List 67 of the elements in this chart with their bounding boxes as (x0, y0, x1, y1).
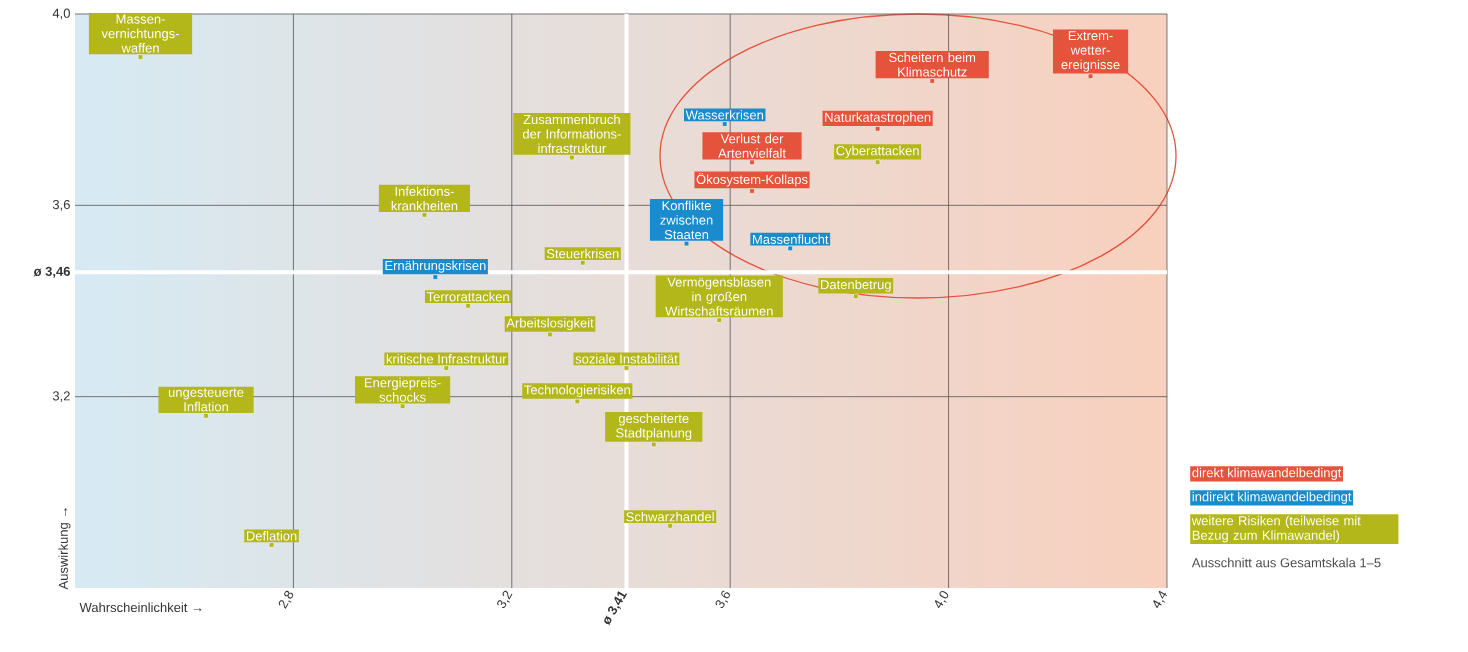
point (400, 403, 406, 409)
x-tick-label: 2,8 (278, 590, 294, 609)
point (651, 441, 657, 448)
point (432, 274, 438, 280)
ref-line-label: ø 3,46 (33, 266, 70, 278)
data-label: Konflikte zwischen Staaten (660, 200, 713, 240)
data-label: Arbeitslosigkeit (506, 317, 594, 331)
point (569, 154, 575, 161)
x-axis-title: Wahrscheinlichkeit → (79, 602, 202, 613)
data-label: Vermögensblasen in großen Wirtschaftsräumen (665, 277, 773, 316)
y-tick-label: 3,2 (52, 391, 70, 403)
point (683, 241, 690, 247)
data-label: Terrorattacken (426, 291, 509, 302)
point (1088, 73, 1094, 79)
point (580, 260, 586, 266)
data-label: Technologierisiken (524, 384, 630, 398)
text: Ausschnitt aus Gesamtskala 1–5 (1191, 557, 1381, 568)
data-label: soziale Instabilität (575, 354, 678, 364)
point (269, 542, 275, 548)
data-label: Ernährungskrisen (385, 260, 486, 273)
point (749, 159, 755, 165)
text: weitere Risiken (teilweise mit Bezug zum Klimawandel) (1191, 515, 1361, 543)
data-label: ungesteuerte Inflation (168, 388, 244, 412)
x-tick-label: 3,6 (715, 590, 730, 609)
point (623, 365, 629, 371)
point (574, 398, 580, 404)
y-tick-label: 3,6 (52, 199, 70, 211)
text: direkt klimawandelbedingt (1192, 467, 1342, 480)
point (421, 212, 427, 218)
text: indirekt klimawandelbedingt (1192, 491, 1352, 504)
data-label: Wasserkrisen (685, 110, 764, 120)
data-label: Naturkatastrophen (825, 112, 931, 125)
point (853, 293, 859, 299)
y-axis-title: Auswirkung → (58, 508, 71, 590)
data-label: Steuerkrisen (546, 248, 619, 259)
point (787, 245, 793, 251)
data-label: Datenbetrug (821, 279, 891, 292)
point (465, 303, 471, 309)
x-tick-label: 4,4 (1153, 590, 1168, 609)
data-label: Energiepreis-schocks (365, 377, 441, 402)
point (716, 317, 722, 323)
data-label: Massen-vernichtungs-waffen (101, 14, 179, 53)
data-label: Cyberattacken (836, 145, 919, 158)
point (667, 523, 673, 529)
data-label: Infektions-krankheiten (391, 186, 458, 211)
data-label: Verlust der Artenvielfalt (718, 133, 786, 158)
x-tick-label: 3,2 (497, 590, 513, 609)
data-label: Zusammenbruch der Informations-infrastruktur (522, 114, 621, 154)
y-tick-label: 4,0 (52, 8, 70, 20)
data-label: kritische Infrastruktur (386, 354, 507, 364)
point (547, 331, 553, 338)
data-label: Deflation (246, 531, 297, 541)
point (875, 126, 881, 132)
point (722, 121, 728, 127)
data-label: Schwarzhandel (626, 511, 714, 522)
point (137, 54, 144, 60)
x-tick-label: 4,0 (934, 590, 949, 609)
point (875, 159, 881, 165)
data-label: Ökosystem-Kollaps (696, 173, 808, 187)
point (929, 78, 935, 84)
data-label: Massenflucht (753, 234, 829, 244)
point (203, 413, 209, 419)
data-label: gescheiterte Stadtplanung (616, 413, 692, 441)
data-label: Scheitern beim Klimaschutz (889, 52, 976, 77)
data-label: Extrem-wetter-ereignisse (1061, 31, 1120, 72)
point (749, 188, 755, 194)
point (443, 365, 449, 371)
